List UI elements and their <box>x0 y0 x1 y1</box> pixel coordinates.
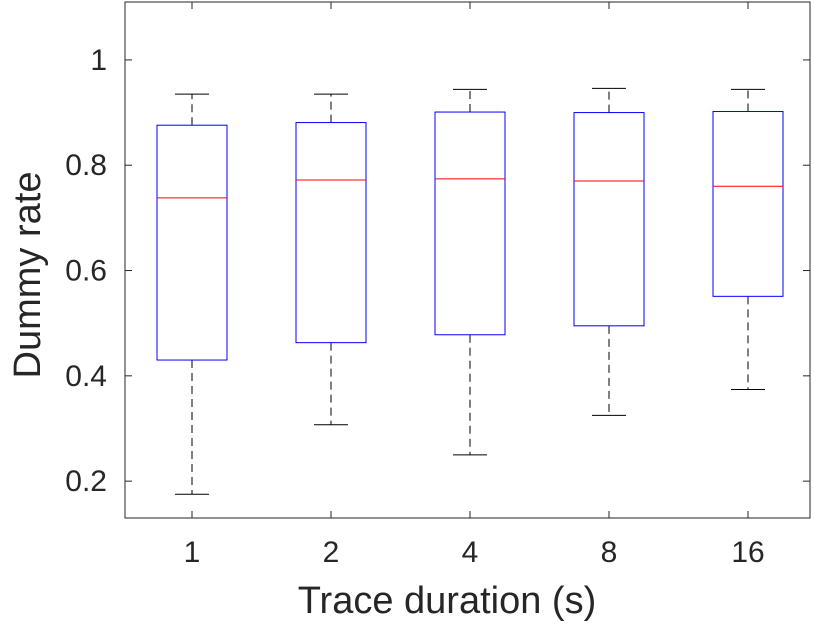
x-tick-label: 8 <box>601 536 618 569</box>
x-tick-label: 2 <box>323 536 340 569</box>
x-tick-label: 4 <box>462 536 479 569</box>
x-axis-label: Trace duration (s) <box>298 580 596 622</box>
y-tick-label: 0.4 <box>65 360 107 393</box>
box-group-8 <box>573 87 645 416</box>
iqr-box <box>712 111 784 297</box>
y-axis-label: Dummy rate <box>7 172 49 379</box>
box-group-16 <box>712 88 784 391</box>
boxes-layer <box>156 87 784 495</box>
iqr-box <box>434 111 506 336</box>
y-tick-label: 1 <box>90 44 107 77</box>
iqr-box <box>156 124 228 361</box>
plot-area <box>124 1 811 519</box>
iqr-box <box>295 122 367 344</box>
x-axis-ticks: 1 2 4 8 16 <box>184 2 765 569</box>
box-group-4 <box>434 88 506 456</box>
y-tick-label: 0.2 <box>65 465 107 498</box>
box-group-1 <box>156 93 228 495</box>
iqr-box <box>573 112 645 327</box>
x-tick-label: 1 <box>184 536 201 569</box>
y-axis-ticks: 0.2 0.4 0.6 0.8 1 <box>65 44 810 498</box>
y-tick-label: 0.6 <box>65 255 107 288</box>
y-tick-label: 0.8 <box>65 149 107 182</box>
x-tick-label: 16 <box>731 536 764 569</box>
box-group-2 <box>295 93 367 426</box>
